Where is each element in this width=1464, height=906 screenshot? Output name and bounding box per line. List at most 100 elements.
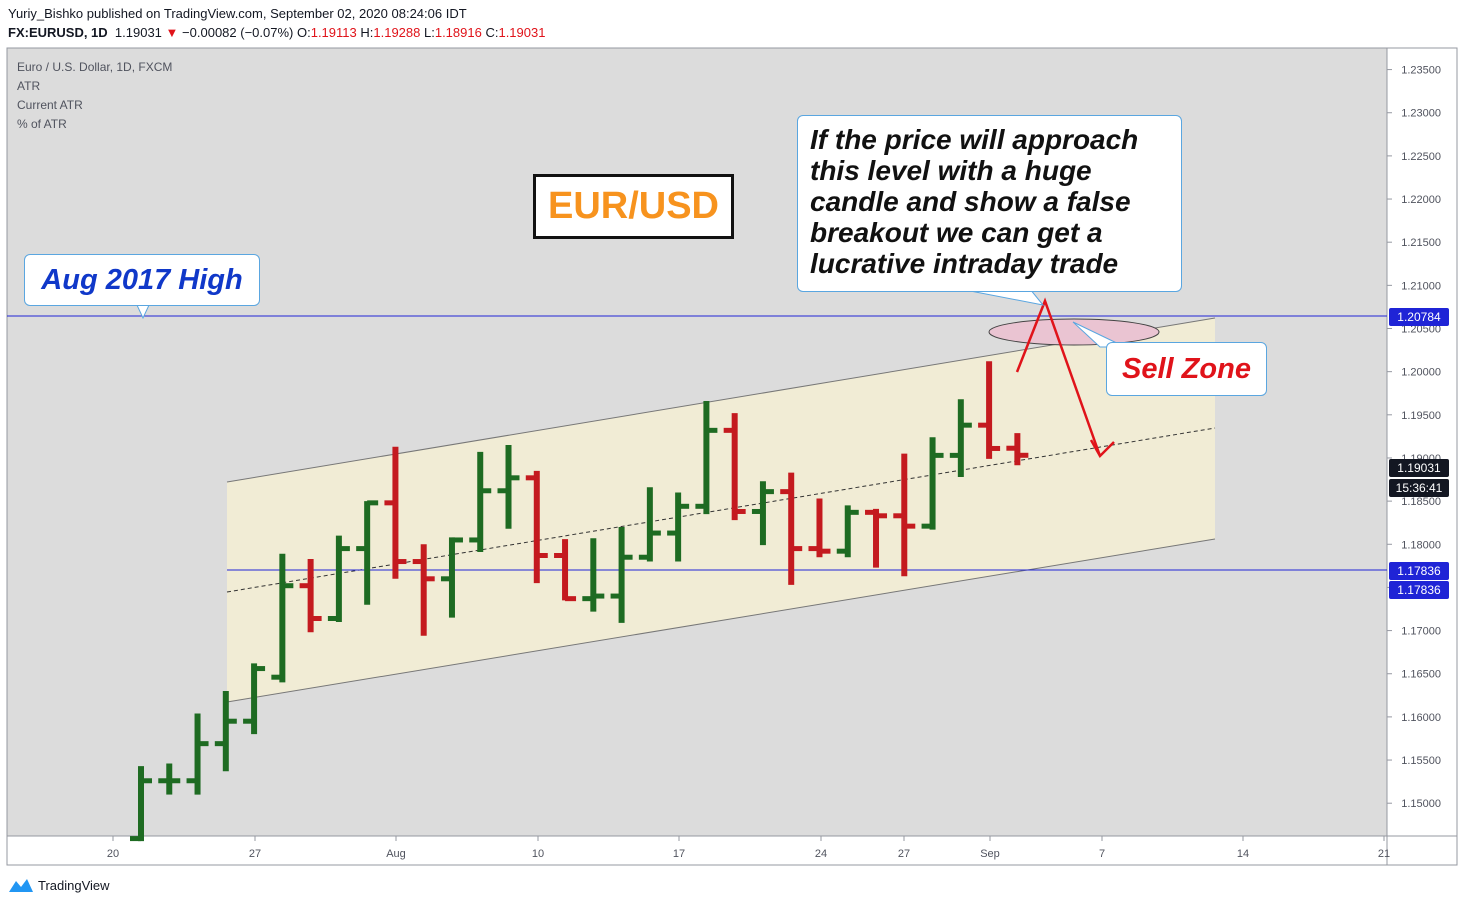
- legend-atr: ATR: [17, 79, 41, 93]
- ohlc-bar[interactable]: [780, 472, 803, 585]
- chart-border: [6, 47, 1458, 866]
- price-tick-label: 1.23000: [1401, 108, 1441, 120]
- time-tick-label: 27: [898, 848, 910, 860]
- price-tick-label: 1.20500: [1401, 324, 1441, 336]
- sell-zone-callout[interactable]: Sell Zone: [1106, 342, 1267, 396]
- ohlc-bar[interactable]: [949, 399, 972, 477]
- ohlc-bar[interactable]: [186, 713, 209, 795]
- ohlc-bar[interactable]: [497, 445, 520, 529]
- publish-line: Yuriy_Bishko published on TradingView.co…: [8, 6, 467, 21]
- ohlc-bar[interactable]: [243, 663, 266, 735]
- low-label: L:: [424, 25, 435, 40]
- price-tick-label: 1.21000: [1401, 280, 1441, 292]
- ohlc-bar[interactable]: [638, 487, 661, 562]
- down-arrow-icon: ▼: [165, 25, 179, 40]
- countdown-label: 15:36:41: [1389, 479, 1449, 497]
- legend-instrument: Euro / U.S. Dollar, 1D, FXCM: [17, 60, 173, 74]
- legend-pct-atr: % of ATR: [17, 117, 67, 131]
- symbol-label: FX:EURUSD, 1D: [8, 25, 108, 40]
- support-price-label: 1.17836: [1389, 562, 1449, 580]
- time-tick-label: Aug: [386, 848, 406, 860]
- pair-title-box[interactable]: EUR/USD: [533, 174, 734, 239]
- projection-arrowhead-icon: [1089, 439, 1115, 459]
- ohlc-bar[interactable]: [751, 481, 774, 546]
- channel-upper-line[interactable]: [226, 317, 1216, 483]
- low-value: 1.18916: [434, 25, 482, 40]
- time-axis-ticks: 20 27 Aug 10 17 24 27 Sep 7 14 21: [107, 836, 1390, 860]
- price-tick-label: 1.22000: [1401, 194, 1441, 206]
- ohlc-bar[interactable]: [893, 453, 916, 577]
- channel-lower-line[interactable]: [226, 538, 1216, 703]
- price-axis[interactable]: [1387, 48, 1457, 836]
- open-value: 1.19113: [310, 25, 357, 40]
- ohlc-bar[interactable]: [554, 539, 577, 602]
- time-tick-label: 14: [1237, 848, 1249, 860]
- ohlc-bar[interactable]: [667, 492, 690, 562]
- ohlc-bar[interactable]: [299, 558, 322, 633]
- price-tick-label: 1.15500: [1401, 755, 1441, 767]
- tradingview-logo-icon: [9, 879, 33, 892]
- ohlc-bar[interactable]: [978, 361, 1001, 459]
- price-tick-label: 1.20000: [1401, 367, 1441, 379]
- ohlc-bar[interactable]: [158, 763, 181, 795]
- note-line: breakout we can get a: [810, 217, 1103, 248]
- pair-title: EUR/USD: [547, 185, 720, 227]
- footer[interactable]: TradingView: [8, 876, 110, 894]
- high-label: H:: [360, 25, 374, 40]
- ohlc-bar[interactable]: [412, 544, 435, 636]
- ohlc-bar[interactable]: [327, 535, 350, 622]
- ohlc-bar[interactable]: [836, 505, 859, 558]
- trade-note-text: If the price will approach this level wi…: [810, 124, 1171, 279]
- ohlc-bar[interactable]: [130, 766, 152, 842]
- time-tick-label: 20: [107, 848, 119, 860]
- note-line: If the price will approach: [810, 124, 1139, 155]
- ohlc-bar[interactable]: [723, 413, 746, 521]
- time-tick-label: 27: [249, 848, 261, 860]
- open-label: O:: [296, 25, 311, 40]
- time-axis[interactable]: [7, 836, 1457, 865]
- ohlc-bar[interactable]: [695, 401, 718, 515]
- price-tick-label: 1.18500: [1401, 496, 1441, 508]
- ohlc-bar[interactable]: [356, 500, 379, 605]
- footer-brand: TradingView: [38, 877, 110, 893]
- close-value: 1.19031: [498, 25, 546, 40]
- time-tick-label: 7: [1099, 848, 1105, 860]
- support-price-label-2: 1.17836: [1389, 581, 1449, 599]
- price-tick-label: 1.19500: [1401, 410, 1441, 422]
- trade-note-callout[interactable]: If the price will approach this level wi…: [797, 115, 1182, 292]
- projection-path[interactable]: [1015, 297, 1102, 457]
- aug-high-callout[interactable]: Aug 2017 High: [24, 254, 260, 306]
- ohlc-bar[interactable]: [808, 498, 831, 558]
- price-tick-label: 1.17000: [1401, 626, 1441, 638]
- ohlc-bar[interactable]: [469, 451, 492, 553]
- price-change: −0.00082 (−0.07%): [182, 25, 294, 40]
- price-tick-label: 1.22500: [1401, 151, 1441, 163]
- channel-median-line[interactable]: [226, 427, 1216, 593]
- ohlc-bar[interactable]: [525, 470, 548, 584]
- note-line: this level with a huge: [810, 155, 1092, 186]
- ohlc-bars: [130, 361, 1029, 842]
- ohlc-bar[interactable]: [440, 537, 463, 618]
- ohlc-bar[interactable]: [610, 527, 633, 623]
- ohlc-bar[interactable]: [865, 508, 888, 568]
- time-tick-label: 24: [815, 848, 827, 860]
- ohlc-bar[interactable]: [582, 538, 605, 612]
- last-price: 1.19031: [114, 25, 162, 40]
- ohlc-bar[interactable]: [214, 691, 237, 772]
- price-tick-label: 1.21500: [1401, 237, 1441, 249]
- price-tick-label: 1.23500: [1401, 65, 1441, 77]
- time-tick-label: 21: [1378, 848, 1390, 860]
- ohlc-bar[interactable]: [921, 437, 944, 530]
- price-axis-ticks: 1.23500 1.23000 1.22500 1.22000 1.21500 1.210…: [1387, 65, 1441, 810]
- legend-current-atr: Current ATR: [17, 98, 83, 112]
- price-tick-label: 1.16000: [1401, 712, 1441, 724]
- ohlc-bar[interactable]: [1006, 433, 1029, 466]
- time-tick-label: Sep: [980, 848, 1000, 860]
- price-tick-label: 1.16500: [1401, 669, 1441, 681]
- aug-high-label: Aug 2017 High: [41, 263, 243, 296]
- ohlc-bar[interactable]: [271, 553, 294, 683]
- ohlc-bar[interactable]: [384, 446, 407, 579]
- high-value: 1.19288: [373, 25, 421, 40]
- note-line: lucrative intraday trade: [810, 248, 1119, 279]
